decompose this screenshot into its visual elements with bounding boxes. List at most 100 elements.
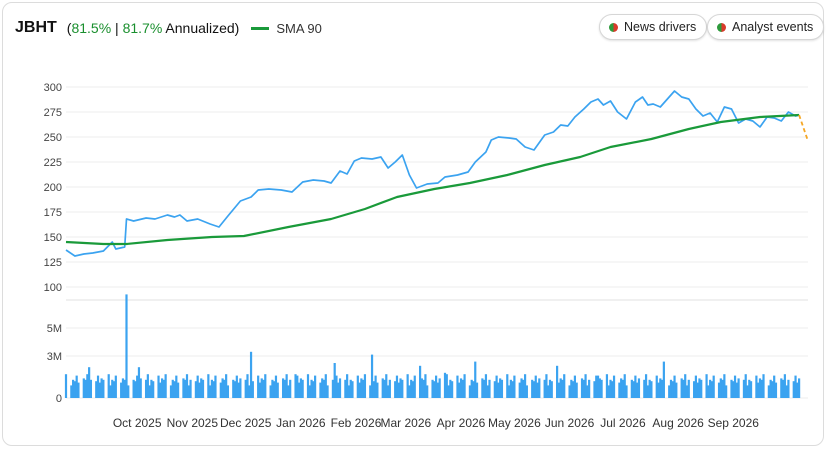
volume-bar [447,385,450,398]
volume-bar [175,375,178,398]
volume-bar [410,379,413,398]
volume-bar [285,374,288,398]
volume-bar [239,378,242,398]
volume-bar [246,374,249,398]
volume-bar [281,378,285,398]
volume-bar [643,379,646,398]
volume-bar [196,375,199,398]
volume-bar [148,385,151,398]
x-tick-label: Nov 2025 [167,416,219,430]
volume-bar [214,375,217,398]
volume-bar [523,374,527,398]
volume-bar [251,381,254,398]
volume-bar [710,381,714,398]
volume-bar [411,381,415,398]
volume-bar [644,374,648,398]
volume-bar [605,374,609,398]
volume-bar [289,379,292,398]
volume-bar [737,378,740,398]
volume-bar [655,375,658,398]
volume-bar [684,374,687,398]
volume-bar [472,381,475,398]
volume-bar [244,379,247,398]
volume-bar [125,294,128,398]
separator: | [115,20,119,36]
volume-bar [169,385,173,398]
volume-bar [650,381,653,398]
volume-bar [595,375,598,398]
x-tick-label: May 2026 [488,416,541,430]
news-drivers-button[interactable]: News drivers [599,14,708,40]
news-drivers-label: News drivers [624,20,697,34]
volume-bar [586,385,589,398]
volume-bar [358,382,361,398]
volume-bar [347,385,351,398]
volume-bar [636,382,639,398]
forecast-line [798,114,809,142]
volume-bar [363,374,367,398]
volume-bar [443,372,447,398]
volume-bar [723,374,726,398]
volume-bar [609,379,612,398]
volume-bar [123,379,126,398]
volume-bar [461,379,464,398]
volume-bar [194,381,197,398]
analyst-events-dot-icon [717,22,726,32]
volume-bar [561,379,564,398]
volume-bar [388,379,391,398]
volume-bar [612,375,616,398]
price-tick-label: 150 [44,232,62,244]
volume-bar [468,385,472,398]
volume-bar [269,385,272,398]
volume-bar [474,361,477,398]
volume-bar [618,382,621,398]
volume-bar [484,374,488,398]
volume-bar [369,385,372,398]
volume-bar [233,381,237,398]
volume-bar [310,379,313,398]
volume-bar [568,385,571,398]
price-tick-label: 125 [44,257,62,269]
volume-bar [337,382,340,398]
volume-bar [499,378,502,398]
volume-bar [721,379,724,398]
volume-tick-label: 5M [47,323,62,335]
volume-bar [397,382,400,398]
volume-bar [557,382,560,398]
volume-bar [780,378,783,398]
volume-bar [112,381,116,398]
volume-bar [796,382,799,398]
volume-bar [376,382,379,398]
volume-bar [634,375,637,398]
volume-bar [573,375,577,398]
open-paren: ( [66,20,72,36]
volume-bar [319,382,322,398]
volume-bar [518,382,521,398]
volume-bar [77,382,80,398]
volume-bar [438,378,441,398]
volume-bar [107,374,110,398]
x-tick-label: Apr 2026 [437,416,486,430]
volume-bar [550,381,553,398]
volume-bar [73,381,76,398]
analyst-events-button[interactable]: Analyst events [707,14,825,40]
volume-bar [84,379,87,398]
volume-bar [525,385,528,398]
volume-bar [102,379,105,398]
volume-bar [314,375,317,398]
volume-bar [121,378,125,398]
volume-bar [668,385,671,398]
volume-bar [127,385,130,398]
volume-bar [607,385,610,398]
volume-bar [287,385,290,398]
volume-bar [693,381,696,398]
volume-bar [146,374,149,398]
x-tick-label: Jun 2026 [545,416,595,430]
volume-bar [120,382,123,398]
volume-bar [431,379,434,398]
volume-bar [136,375,139,398]
volume-bar [394,381,397,398]
volume-bar [333,363,336,398]
volume-bar [109,385,112,398]
volume-bar [707,385,710,398]
